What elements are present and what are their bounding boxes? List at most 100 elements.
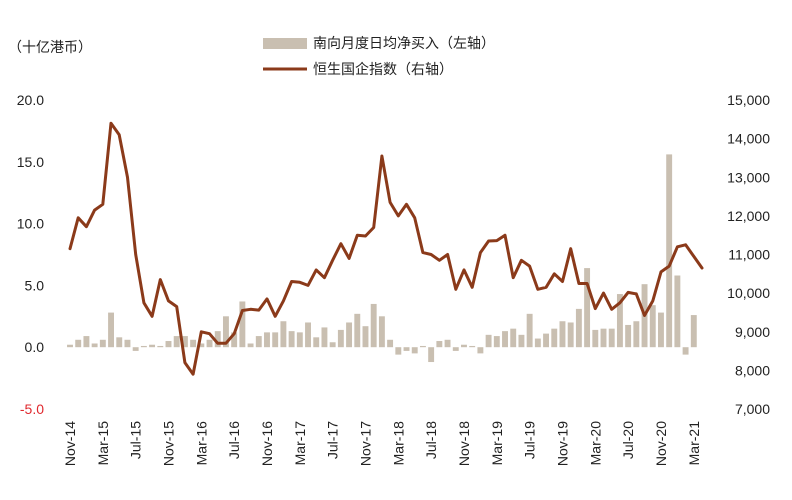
line-point [561,280,564,283]
bar [116,337,123,348]
y-right-tick-label: 10,000 [727,285,770,301]
x-tick-label: Nov-15 [160,421,176,466]
bar [370,303,377,348]
bar [485,334,492,348]
y-left-tick-label: 10.0 [17,216,44,232]
line-point [208,332,211,335]
bar [354,313,361,348]
bar [461,344,467,348]
bar [296,332,303,348]
bar [255,336,262,348]
line-point [274,315,276,318]
line-point [323,276,326,279]
line-point [537,288,539,291]
line-point [397,215,400,217]
line-point [405,203,408,206]
line-point [249,308,252,311]
bar [444,339,451,348]
x-tick-label: Mar-19 [489,421,505,466]
line-point [504,234,506,236]
line-point [692,255,695,258]
bar [337,329,344,348]
line-point [578,282,580,285]
line-point [643,314,646,317]
x-tick-label: Nov-17 [357,421,373,466]
line-point [93,209,96,211]
bar [288,331,295,348]
bar [346,322,353,348]
bar [592,329,599,348]
bar [534,338,541,348]
bar [198,343,205,348]
line-point [282,300,285,302]
line-point [175,305,178,308]
x-tick-label: Nov-18 [456,421,472,466]
bar [690,315,697,348]
line-point [225,342,227,345]
bar [469,345,476,348]
bar [222,316,229,348]
bar [411,347,418,354]
bar [436,341,443,348]
line-point [520,259,523,262]
line-point [651,300,654,302]
line-point [364,235,367,237]
bar [91,343,98,348]
bar [313,337,320,348]
bar [387,339,394,348]
line-point [77,217,80,219]
bar [83,336,90,348]
line-point [307,284,309,287]
y-right-tick-label: 11,000 [728,247,770,263]
line-point [471,286,473,289]
bar [206,339,213,348]
bar [321,327,328,348]
bar [231,332,238,348]
bar [99,339,106,348]
line-point [512,276,515,279]
line-point [422,251,424,254]
y-right-tick-label: 7,000 [735,401,770,417]
line-point [586,282,588,285]
line-point [200,330,203,333]
bar [518,334,525,348]
x-tick-label: Mar-17 [292,421,308,466]
line-point [684,244,687,246]
bar [264,332,270,348]
line-point [619,301,621,304]
y-right-tick-label: 12,000 [727,208,770,224]
line-point [241,309,244,312]
line-point [660,271,662,273]
bar [190,339,197,348]
line-point [676,245,679,248]
line-point [413,217,416,219]
line-point [602,292,605,294]
bar [567,322,574,348]
x-tick-label: Mar-20 [587,421,603,466]
line-point [159,278,162,281]
y-left-axis: -5.0 0.0 5.0 10.0 15.0 20.0 [17,92,44,417]
bar [674,275,681,348]
bar [575,308,582,348]
bar [214,331,221,348]
x-tick-label: Nov-20 [653,421,669,466]
line-point [438,259,441,262]
line-point [381,155,383,157]
x-tick-label: Jul-16 [226,421,242,459]
y-left-tick-label: 0.0 [25,339,45,355]
line-point [331,259,334,262]
line-point [479,251,482,254]
bar [272,332,279,348]
line-point [340,242,342,245]
line-point [569,247,572,250]
line-point [372,226,375,229]
bar [75,339,82,348]
x-tick-label: Jul-20 [620,421,636,459]
y-left-tick-label: 5.0 [25,277,45,293]
bar [181,336,188,348]
bar [559,321,566,348]
x-tick-label: Nov-16 [259,421,275,466]
legend: 南向月度日均净买入（左轴） 恒生国企指数（右轴） [263,35,495,77]
